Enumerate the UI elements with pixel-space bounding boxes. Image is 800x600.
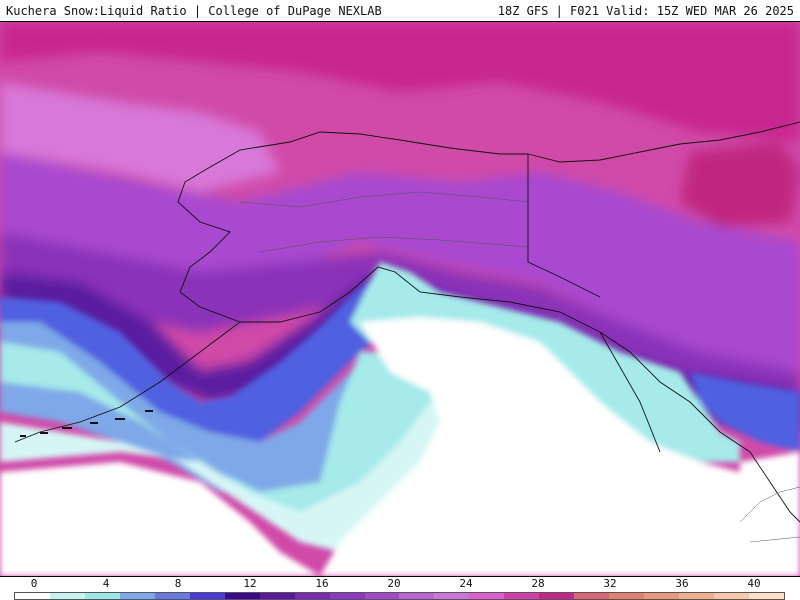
south-alaska-coast <box>240 266 800 523</box>
legend-swatch <box>434 593 470 599</box>
field-cyan-coast <box>350 262 740 462</box>
legend-tick-label: 24 <box>459 577 473 590</box>
legend-tick-label: 28 <box>531 577 545 590</box>
boundary-line-2 <box>259 236 529 253</box>
field-deep-magenta <box>0 22 800 142</box>
field-white-se <box>740 452 800 576</box>
field-pale-cyan <box>0 402 460 552</box>
legend-swatch <box>49 593 85 599</box>
legend-tick-label: 12 <box>243 577 257 590</box>
field-deep-violet-band <box>0 272 800 432</box>
bc-coast <box>599 331 661 453</box>
legend-swatch <box>399 593 435 599</box>
legend-swatch <box>294 593 330 599</box>
legend-swatch <box>644 593 680 599</box>
field-white-sw <box>0 462 320 576</box>
field-light-pink-west <box>0 82 280 192</box>
island <box>40 432 48 434</box>
borough-lines <box>239 191 800 543</box>
legend-swatch <box>154 593 190 599</box>
legend-tick-label: 20 <box>387 577 401 590</box>
legend-tick-label: 32 <box>603 577 617 590</box>
legend-swatch <box>539 593 575 599</box>
arctic-coast <box>204 131 528 171</box>
island <box>115 418 125 420</box>
legend-swatch <box>224 593 260 599</box>
boundary-line-3 <box>739 486 800 523</box>
field-blue-se <box>690 372 800 452</box>
island <box>90 422 98 424</box>
alaska-canada-border <box>527 154 601 298</box>
field-purple-band <box>0 152 800 382</box>
legend-swatch <box>329 593 365 599</box>
field-light-blue <box>0 322 360 502</box>
legend-swatch <box>259 593 295 599</box>
legend-swatch <box>574 593 610 599</box>
legend-tick-label: 0 <box>30 577 38 590</box>
field-violet-band <box>0 232 800 422</box>
island <box>20 435 26 437</box>
west-alaska-coast <box>14 169 241 443</box>
field-white-gulf <box>320 317 750 576</box>
legend-swatch <box>364 593 400 599</box>
legend-swatch <box>189 593 225 599</box>
island <box>62 427 72 429</box>
legend-tick-label: 36 <box>675 577 689 590</box>
map-header: Kuchera Snow:Liquid Ratio | College of D… <box>0 0 800 22</box>
coastlines <box>14 121 800 523</box>
legend-tick-label: 40 <box>747 577 761 590</box>
model-valid-time: 18Z GFS | F021 Valid: 15Z WED MAR 26 202… <box>497 4 794 18</box>
boundary-line-1 <box>239 191 529 208</box>
field-deep-magenta-east <box>680 142 800 227</box>
boundary-line-4 <box>749 536 800 543</box>
legend-swatch <box>469 593 505 599</box>
legend-swatch <box>609 593 645 599</box>
legend-swatch <box>679 593 715 599</box>
legend-tick-label: 8 <box>174 577 182 590</box>
island <box>145 410 153 412</box>
legend-swatch <box>15 593 50 599</box>
legend-swatch <box>84 593 120 599</box>
legend-tick-label: 4 <box>102 577 110 590</box>
snow-ratio-map <box>0 22 800 576</box>
legend-colorbar <box>14 592 785 600</box>
field-cyan-ocean <box>0 342 440 532</box>
legend-swatch <box>504 593 540 599</box>
legend-swatch <box>119 593 155 599</box>
map-canvas <box>0 22 800 576</box>
legend-swatch <box>714 593 750 599</box>
aleutian-islands <box>20 410 153 437</box>
canada-arctic-coast <box>527 121 800 163</box>
product-title: Kuchera Snow:Liquid Ratio | College of D… <box>6 4 382 18</box>
legend-swatch <box>749 593 784 599</box>
color-legend: 0 4 8 12 16 20 24 28 32 36 40 <box>0 576 800 600</box>
field-blue-gulf <box>0 272 410 442</box>
legend-tick-label: 16 <box>315 577 329 590</box>
